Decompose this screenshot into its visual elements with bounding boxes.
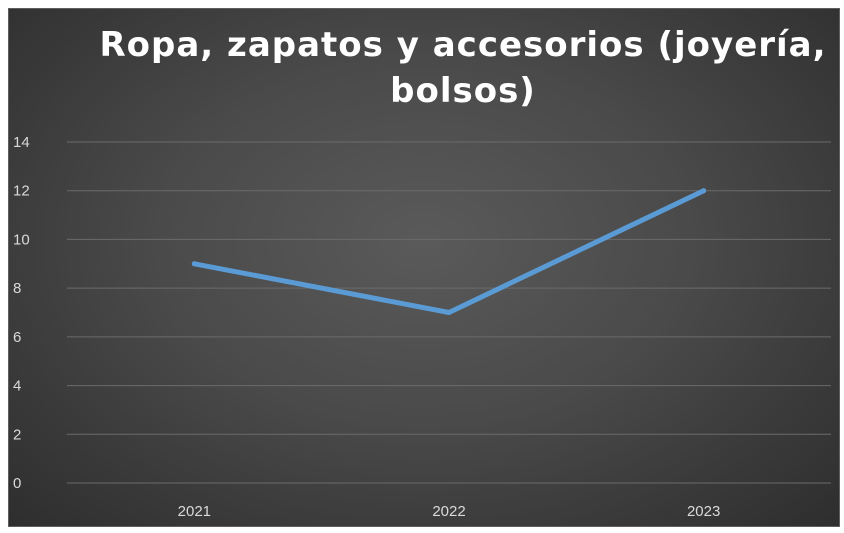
series-layer xyxy=(191,188,707,315)
x-tick-label: 2022 xyxy=(432,503,465,520)
y-tick-label: 2 xyxy=(13,426,21,443)
data-point xyxy=(446,310,452,315)
data-point xyxy=(191,261,197,267)
y-tick-label: 10 xyxy=(13,231,30,248)
line-chart: Ropa, zapatos y accesorios (joyería, bol… xyxy=(13,25,831,520)
chart-area: Ropa, zapatos y accesorios (joyería, bol… xyxy=(8,8,840,527)
x-tick-label: 2021 xyxy=(178,503,211,520)
y-tick-label: 6 xyxy=(13,329,21,346)
y-axis-ticks: 0 2 4 6 8 10 12 14 xyxy=(13,134,30,492)
x-tick-label: 2023 xyxy=(687,503,720,520)
y-tick-label: 8 xyxy=(13,280,21,297)
chart-title-line-2: bolsos) xyxy=(390,71,536,111)
y-tick-label: 14 xyxy=(13,134,30,151)
y-tick-label: 4 xyxy=(13,378,21,395)
series-line xyxy=(191,188,707,315)
x-axis-ticks: 2021 2022 2023 xyxy=(178,503,721,520)
data-point xyxy=(701,188,707,194)
gridlines xyxy=(67,141,831,484)
y-tick-label: 0 xyxy=(13,475,21,492)
y-tick-label: 12 xyxy=(13,183,30,200)
chart-title-line-1: Ropa, zapatos y accesorios (joyería, xyxy=(99,25,826,65)
